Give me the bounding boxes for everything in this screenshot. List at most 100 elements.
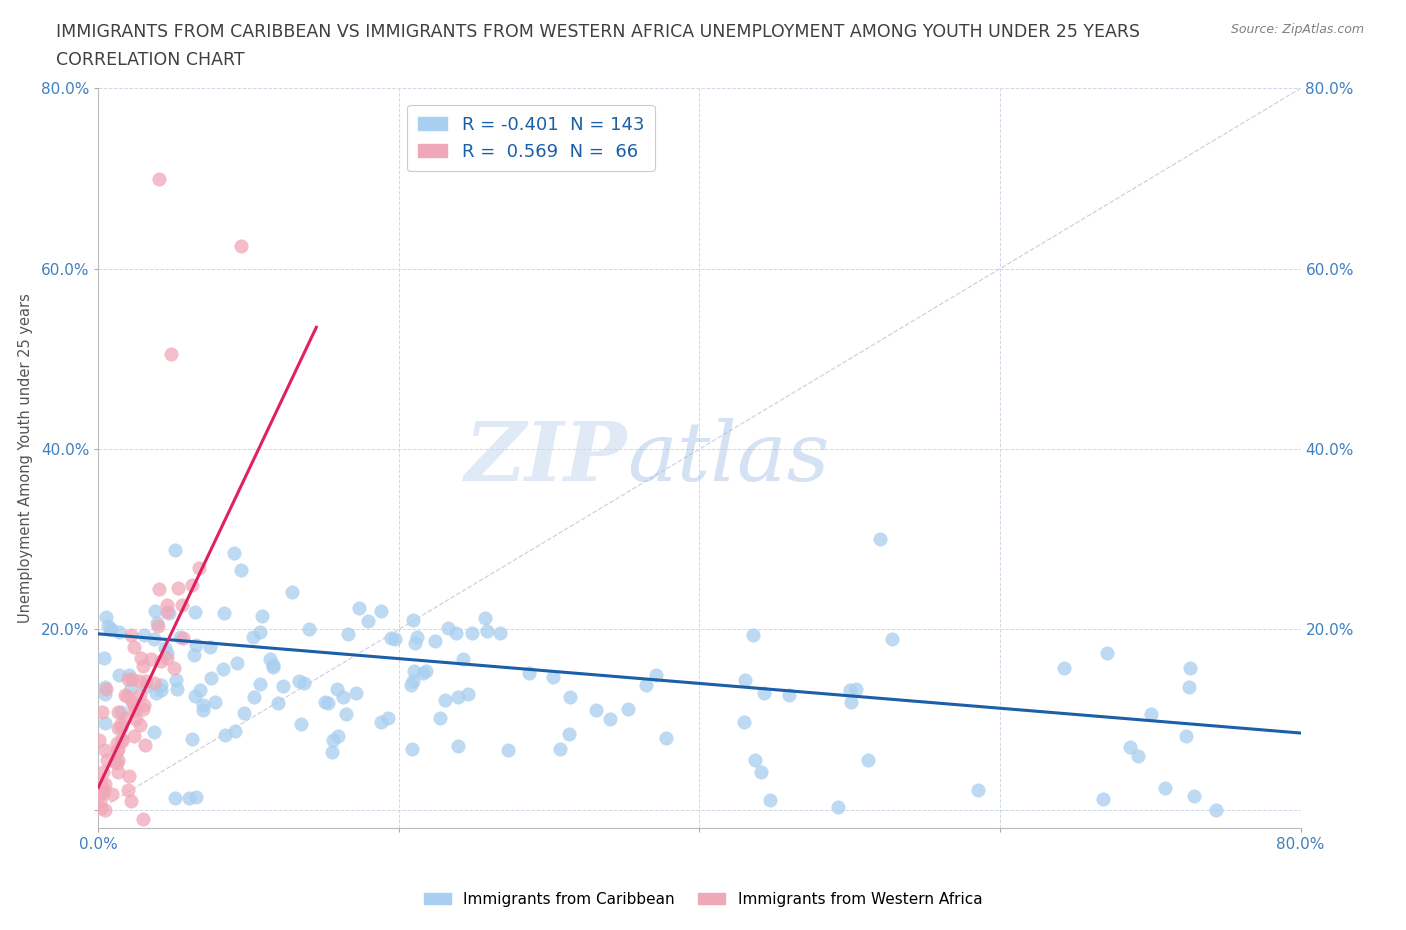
Point [186,637,208,652]
Point [460,625,482,640]
Point [111,731,134,746]
Point [134,737,156,752]
Point [444,625,467,640]
Point [181,578,204,592]
Point [148,582,170,597]
Point [105,755,128,770]
Text: CORRELATION CHART: CORRELATION CHART [56,51,245,69]
Point [262,659,284,674]
Point [121,671,143,686]
Point [281,584,304,599]
Point [132,811,155,826]
Point [132,702,155,717]
Point [212,605,235,620]
Text: atlas: atlas [627,418,830,498]
Point [380,631,402,645]
Point [401,741,423,756]
Point [132,658,155,673]
Point [617,701,640,716]
Point [406,629,429,644]
Point [585,702,607,717]
Point [122,640,145,655]
Point [100,621,122,636]
Point [328,728,350,743]
Point [401,677,423,692]
Point [335,707,357,722]
Point [107,736,129,751]
Point [165,543,187,558]
Point [262,658,284,672]
Point [122,728,145,743]
Point [404,635,426,650]
Y-axis label: Unemployment Among Youth under 25 years: Unemployment Among Youth under 25 years [17,293,32,623]
Point [111,733,134,748]
Point [91,786,114,801]
Point [103,755,125,770]
Point [128,687,150,702]
Point [759,792,782,807]
Point [1126,749,1149,764]
Point [91,704,114,719]
Point [156,598,179,613]
Point [125,711,148,726]
Point [101,786,124,801]
Point [105,744,128,759]
Point [156,604,179,619]
Point [377,711,399,725]
Point [94,686,117,701]
Point [172,597,194,612]
Point [135,679,157,694]
Point [120,681,142,696]
Point [118,668,141,683]
Point [89,793,111,808]
Point [94,803,117,817]
Point [179,790,201,805]
Point [96,752,118,767]
Point [153,641,176,656]
Point [157,605,180,620]
Text: ZIP: ZIP [465,418,627,498]
Point [145,604,167,618]
Point [91,764,114,779]
Point [94,716,117,731]
Point [110,716,132,731]
Point [733,714,755,729]
Point [447,738,470,753]
Point [654,731,676,746]
Point [183,688,205,703]
Point [166,682,188,697]
Point [550,742,572,757]
Point [496,743,519,758]
Point [90,777,112,791]
Point [242,630,264,644]
Point [267,696,290,711]
Point [142,631,165,646]
Point [131,650,153,665]
Point [181,732,204,747]
Point [149,678,172,693]
Point [384,631,406,646]
Point [292,676,315,691]
Point [645,668,668,683]
Point [316,696,339,711]
Point [778,687,800,702]
Point [114,711,136,725]
Point [839,695,862,710]
Point [356,614,378,629]
Point [966,783,988,798]
Point [1095,646,1118,661]
Point [558,689,581,704]
Point [120,793,142,808]
Point [321,744,343,759]
Point [110,705,132,720]
Point [1053,660,1076,675]
Point [222,545,245,560]
Point [1091,791,1114,806]
Point [166,580,188,595]
Point [229,562,252,577]
Point [839,683,862,698]
Point [754,685,776,700]
Point [149,653,172,668]
Point [118,768,141,783]
Point [150,683,173,698]
